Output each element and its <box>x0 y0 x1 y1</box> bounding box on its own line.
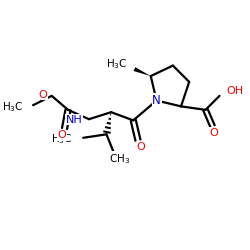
Polygon shape <box>134 67 151 76</box>
Text: $\mathregular{H_3C}$: $\mathregular{H_3C}$ <box>51 132 73 146</box>
Text: O: O <box>209 128 218 138</box>
Text: $\mathregular{H_3C}$: $\mathregular{H_3C}$ <box>106 58 128 71</box>
Text: O: O <box>38 90 47 100</box>
Text: OH: OH <box>226 86 244 96</box>
Text: $\mathregular{CH_3}$: $\mathregular{CH_3}$ <box>109 152 130 166</box>
Text: N: N <box>152 94 161 107</box>
Text: O: O <box>136 142 145 152</box>
Text: O: O <box>58 130 66 140</box>
Text: NH: NH <box>66 115 83 125</box>
Text: $\mathregular{H_3C}$: $\mathregular{H_3C}$ <box>2 100 24 114</box>
